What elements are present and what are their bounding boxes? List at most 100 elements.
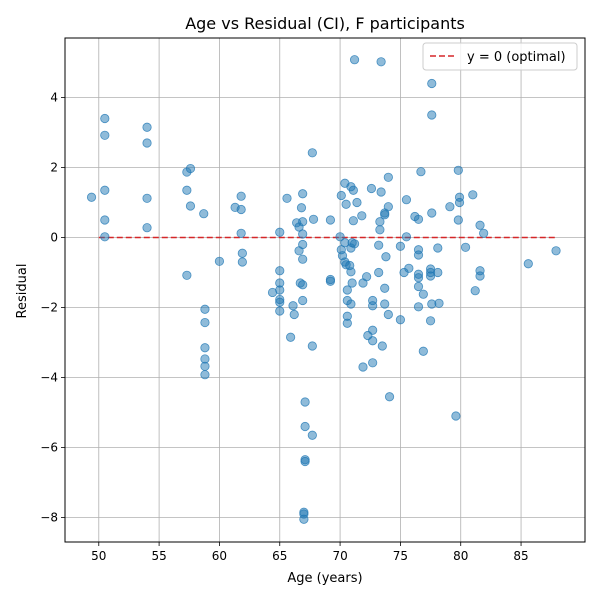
data-point: [413, 281, 424, 292]
data-point: [352, 197, 362, 208]
data-point: [275, 227, 285, 237]
data-point: [395, 241, 406, 251]
data-point: [200, 361, 210, 371]
data-point: [374, 267, 384, 278]
data-point: [376, 187, 386, 197]
data-point: [236, 228, 246, 238]
data-point: [374, 240, 384, 250]
data-point: [100, 185, 110, 195]
y-tick-label: −6: [40, 441, 58, 455]
data-point: [86, 192, 97, 202]
data-point: [298, 254, 308, 264]
data-point: [236, 204, 246, 215]
data-point: [349, 55, 360, 65]
data-point: [299, 514, 309, 524]
data-point: [300, 397, 310, 407]
data-point: [427, 78, 437, 89]
data-point: [185, 201, 196, 211]
data-point: [413, 250, 424, 260]
data-point: [237, 248, 247, 258]
data-point: [275, 285, 285, 295]
data-point: [479, 228, 489, 238]
data-point: [383, 309, 393, 320]
data-point: [200, 370, 210, 380]
x-tick-label: 50: [91, 549, 106, 563]
data-point: [346, 267, 356, 277]
x-tick-label: 55: [151, 549, 166, 563]
data-point: [300, 456, 310, 467]
data-point: [298, 295, 308, 306]
data-point: [470, 286, 480, 296]
data-point: [342, 318, 352, 328]
legend-entry-reference-line: y = 0 (optimal): [467, 50, 566, 65]
data-point: [298, 239, 308, 250]
y-tick-label: 0: [50, 231, 58, 245]
data-point: [357, 211, 367, 221]
data-points: [86, 55, 561, 524]
chart-title: Age vs Residual (CI), F participants: [185, 14, 465, 33]
data-point: [288, 301, 298, 311]
data-point: [433, 267, 443, 278]
data-point: [336, 190, 346, 201]
data-point: [383, 202, 393, 212]
data-point: [454, 197, 465, 208]
data-point: [413, 214, 424, 224]
data-point: [200, 317, 210, 328]
data-point: [307, 341, 317, 351]
data-point: [296, 203, 307, 213]
data-point: [383, 172, 393, 182]
data-point: [298, 217, 308, 227]
data-point: [433, 243, 443, 253]
data-point: [453, 215, 463, 225]
data-point: [551, 246, 561, 256]
data-point: [275, 266, 285, 276]
data-point: [427, 208, 437, 218]
data-point: [182, 185, 192, 195]
data-point: [286, 332, 296, 342]
x-tick-label: 60: [212, 549, 227, 563]
data-point: [200, 343, 210, 353]
data-point: [298, 280, 308, 290]
data-point: [368, 358, 378, 368]
data-point: [236, 191, 246, 201]
data-point: [282, 193, 292, 203]
data-point: [142, 138, 152, 148]
data-point: [182, 270, 192, 280]
data-point: [451, 411, 461, 421]
data-point: [308, 214, 319, 224]
data-point: [366, 183, 377, 194]
data-point: [100, 232, 110, 242]
y-axis-ticks: −8 −6 −4 −2 0 2 4: [40, 91, 65, 525]
data-point: [275, 306, 285, 316]
data-point: [307, 430, 317, 440]
data-point: [100, 113, 110, 124]
legend-box: [422, 42, 578, 71]
data-point: [199, 209, 209, 219]
data-point: [335, 232, 345, 242]
data-point: [445, 202, 455, 212]
data-point: [401, 195, 412, 205]
data-point: [200, 304, 210, 314]
x-tick-label: 75: [393, 549, 408, 563]
data-point: [404, 263, 414, 273]
data-point: [418, 289, 428, 299]
data-point: [380, 283, 390, 293]
data-point: [346, 299, 356, 309]
data-point: [384, 392, 395, 402]
data-point: [142, 122, 152, 132]
y-tick-label: −4: [40, 371, 58, 385]
legend: y = 0 (optimal): [422, 42, 578, 71]
data-point: [237, 257, 247, 267]
data-point: [418, 346, 428, 356]
data-point: [307, 148, 317, 158]
data-point: [475, 266, 485, 276]
data-point: [401, 232, 412, 242]
data-point: [380, 299, 390, 309]
data-point: [416, 167, 426, 177]
data-point: [376, 57, 386, 67]
data-point: [289, 309, 299, 320]
data-point: [375, 217, 385, 227]
data-point: [434, 298, 444, 308]
data-point: [325, 276, 336, 286]
